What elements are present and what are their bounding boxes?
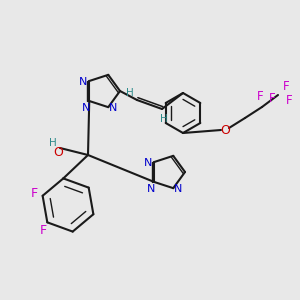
Text: H: H [126,88,134,98]
Text: F: F [31,187,38,200]
Text: F: F [269,92,275,104]
Text: F: F [283,80,289,94]
Text: N: N [144,158,152,168]
Text: H: H [49,138,57,148]
Text: N: N [82,103,90,113]
Text: N: N [79,77,87,87]
Text: F: F [257,89,263,103]
Text: N: N [109,103,117,113]
Text: H: H [160,114,168,124]
Text: O: O [53,146,63,160]
Text: N: N [147,184,155,194]
Text: F: F [40,224,47,237]
Text: F: F [286,94,292,106]
Text: O: O [220,124,230,136]
Text: N: N [174,184,182,194]
